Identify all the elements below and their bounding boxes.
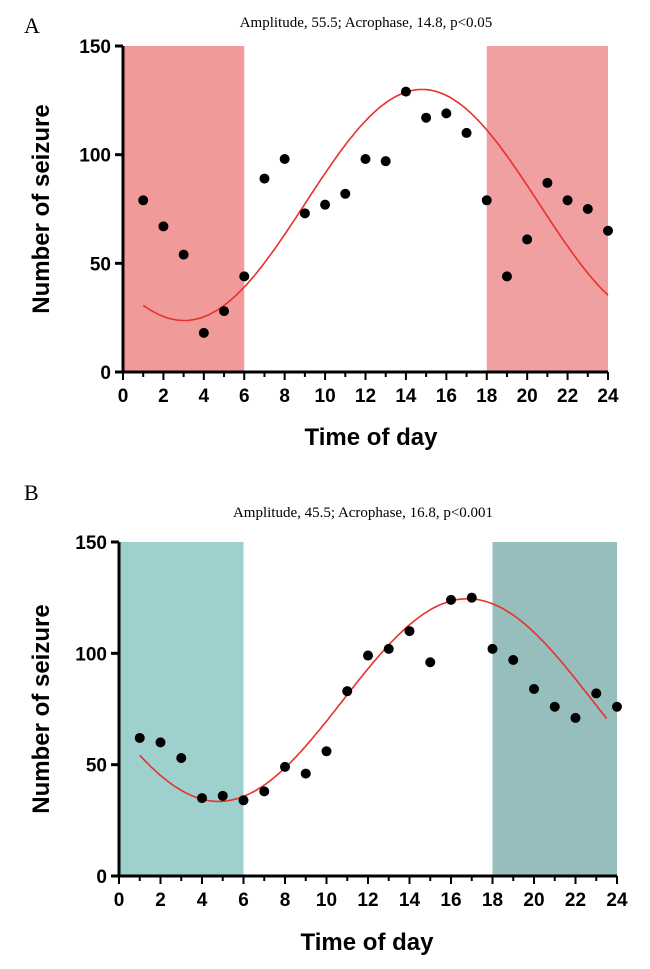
chart-panel-a: A Amplitude, 55.5; Acrophase, 14.8, p<0.…	[24, 13, 619, 451]
y-tick-label-a-0: 0	[100, 363, 111, 384]
data-point-b-5	[217, 790, 228, 801]
y-axis-label-a: Number of seizure	[28, 104, 55, 313]
x-tick-label-b-18: 18	[482, 890, 503, 911]
y-tick-label-b-100: 100	[75, 644, 107, 665]
data-point-b-9	[300, 768, 311, 779]
data-point-b-3	[176, 752, 187, 763]
data-point-b-22	[570, 712, 581, 723]
data-point-b-20	[529, 683, 539, 694]
x-tick-label-b-20: 20	[523, 890, 544, 911]
data-point-a-18	[481, 195, 492, 206]
x-axis-label-b: Time of day	[301, 929, 435, 956]
x-tick-label-b-4: 4	[197, 890, 208, 911]
data-point-b-21	[549, 701, 560, 712]
x-tick-label-a-12: 12	[355, 386, 376, 407]
data-point-b-14	[404, 626, 415, 637]
data-point-a-5	[219, 306, 230, 317]
data-point-b-19	[508, 655, 519, 666]
x-tick-label-b-0: 0	[114, 890, 125, 911]
x-tick-label-a-0: 0	[118, 386, 129, 407]
data-point-a-3	[178, 249, 189, 260]
data-point-a-16	[441, 108, 452, 119]
data-point-a-8	[279, 154, 290, 165]
x-tick-label-b-8: 8	[280, 890, 291, 911]
data-point-b-13	[383, 643, 394, 654]
x-axis-label-a: Time of day	[305, 424, 439, 451]
x-tick-label-b-24: 24	[606, 890, 628, 911]
data-point-a-21	[542, 177, 553, 188]
data-point-a-13	[380, 156, 391, 167]
x-tick-label-a-10: 10	[315, 386, 336, 407]
y-tick-label-b-150: 150	[75, 533, 107, 554]
data-point-b-16	[446, 594, 456, 605]
panel-letter-b: B	[24, 480, 39, 505]
data-point-b-24	[612, 701, 622, 712]
y-tick-label-a-50: 50	[90, 254, 111, 275]
x-tick-label-a-8: 8	[279, 386, 290, 407]
data-point-a-23	[582, 204, 593, 214]
y-axis-label-b: Number of seizure	[28, 604, 55, 813]
y-tick-label-a-150: 150	[79, 37, 111, 58]
data-point-b-4	[197, 793, 207, 804]
data-point-b-15	[425, 657, 436, 668]
data-point-a-7	[259, 173, 270, 184]
shaded-region-a-0	[123, 46, 245, 372]
data-point-a-1	[138, 195, 149, 206]
data-point-a-15	[421, 112, 432, 123]
shaded-regions-a	[123, 46, 608, 372]
data-point-b-8	[280, 761, 290, 772]
data-point-b-7	[259, 786, 270, 797]
data-point-a-17	[461, 127, 472, 138]
data-point-a-2	[158, 221, 169, 232]
x-tick-label-b-22: 22	[565, 890, 586, 911]
data-point-b-10	[321, 746, 332, 757]
x-tick-label-a-20: 20	[517, 386, 538, 407]
data-point-a-11	[340, 188, 351, 199]
x-tick-label-b-12: 12	[357, 890, 378, 911]
x-tick-label-b-10: 10	[316, 890, 337, 911]
x-tick-label-a-22: 22	[557, 386, 578, 407]
data-point-a-19	[501, 271, 512, 282]
x-tick-label-a-24: 24	[597, 386, 619, 407]
y-tick-label-b-0: 0	[96, 867, 107, 888]
x-tick-label-b-6: 6	[238, 890, 249, 911]
data-point-b-23	[591, 688, 602, 699]
x-tick-label-a-18: 18	[476, 386, 497, 407]
x-tick-label-a-14: 14	[395, 386, 417, 407]
x-tick-label-a-2: 2	[158, 386, 169, 407]
panel-letter-a: A	[24, 13, 40, 38]
data-point-a-9	[299, 208, 310, 219]
shaded-regions-b	[119, 542, 617, 876]
chart-title-b: Amplitude, 45.5; Acrophase, 16.8, p<0.00…	[233, 505, 493, 521]
data-point-b-17	[466, 592, 477, 603]
data-point-a-20	[522, 234, 533, 245]
data-point-a-10	[320, 199, 331, 210]
shaded-region-b-0	[119, 542, 244, 876]
data-point-b-1	[134, 732, 145, 743]
data-point-b-12	[363, 650, 373, 661]
chart-panel-b: B Amplitude, 45.5; Acrophase, 16.8, p<0.…	[24, 480, 628, 956]
data-point-b-11	[342, 686, 353, 697]
data-point-a-22	[562, 195, 573, 206]
fit-curve-b	[139, 597, 608, 803]
x-tick-label-a-6: 6	[239, 386, 250, 407]
y-tick-label-b-50: 50	[86, 756, 107, 777]
chart-title-a: Amplitude, 55.5; Acrophase, 14.8, p<0.05	[240, 15, 493, 31]
data-point-b-2	[155, 737, 166, 748]
data-point-a-14	[400, 86, 411, 97]
x-tick-label-b-14: 14	[399, 890, 421, 911]
x-tick-label-a-16: 16	[436, 386, 457, 407]
data-point-a-6	[239, 271, 250, 282]
data-point-a-12	[360, 154, 371, 165]
x-tick-label-b-2: 2	[155, 890, 166, 911]
data-point-a-4	[198, 327, 209, 338]
data-point-a-24	[603, 225, 613, 236]
y-tick-label-a-100: 100	[79, 146, 111, 167]
x-tick-label-a-4: 4	[199, 386, 210, 407]
x-tick-label-b-16: 16	[440, 890, 461, 911]
data-point-b-18	[487, 643, 498, 654]
data-point-b-6	[238, 795, 249, 806]
